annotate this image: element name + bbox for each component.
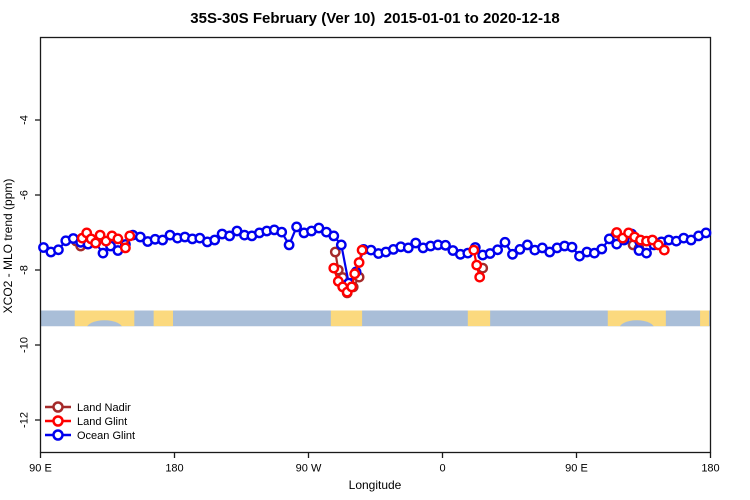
coast-notch — [619, 320, 654, 327]
y-tick-label: -6 — [19, 190, 31, 200]
data-point — [641, 247, 652, 259]
legend-label: Land Nadir — [77, 402, 131, 414]
data-point — [328, 262, 340, 274]
data-point — [112, 233, 124, 245]
data-point — [492, 244, 503, 256]
land-patch — [700, 310, 710, 327]
land-patch — [153, 310, 174, 327]
x-tick-label: 180 — [701, 463, 719, 475]
land-patch — [467, 310, 491, 327]
data-point — [402, 242, 414, 254]
legend-label: Land Glint — [77, 416, 127, 428]
legend: Land Nadir Land Glint Ocean Glint — [45, 401, 135, 442]
legend-item-land-nadir: Land Nadir — [45, 401, 131, 414]
data-point — [335, 239, 347, 251]
land-ocean-band — [40, 310, 711, 327]
x-tick-label: 90 E — [29, 463, 52, 475]
data-point — [291, 221, 302, 233]
y-tick-label: -8 — [19, 265, 31, 275]
data-point — [120, 242, 131, 254]
series-ocean-glint — [38, 221, 712, 289]
x-tick-label: 90 E — [565, 463, 588, 475]
plot-frame — [39, 36, 712, 454]
data-point — [658, 244, 670, 256]
data-point — [356, 244, 368, 256]
data-point — [283, 239, 295, 251]
legend-label: Ocean Glint — [77, 430, 135, 442]
data-point — [349, 268, 361, 280]
data-point — [157, 234, 169, 246]
data-point — [440, 239, 451, 251]
data-point — [596, 243, 608, 255]
series-land-glint — [76, 227, 670, 298]
data-point — [346, 281, 358, 293]
data-point — [124, 230, 136, 242]
data-point — [468, 244, 480, 256]
data-series — [38, 221, 712, 299]
data-point — [134, 231, 146, 243]
data-point — [700, 227, 712, 239]
data-point — [522, 239, 533, 251]
data-point — [603, 233, 615, 245]
legend-marker — [52, 429, 64, 441]
x-axis-label: Longitude — [349, 478, 402, 492]
data-point — [471, 259, 483, 271]
data-point — [276, 226, 288, 238]
y-tick-label: -12 — [19, 412, 31, 428]
data-point — [507, 248, 518, 260]
data-point — [329, 246, 341, 258]
legend-item-ocean-glint: Ocean Glint — [45, 429, 135, 442]
x-tick-label: 90 W — [296, 463, 322, 475]
chart-title: 35S-30S February (Ver 10) 2015-01-01 to … — [190, 10, 559, 27]
data-point — [410, 237, 422, 249]
y-tick-label: -10 — [19, 337, 31, 353]
data-point — [209, 234, 221, 246]
data-point — [474, 271, 486, 283]
data-point — [353, 257, 365, 268]
data-point — [90, 237, 102, 249]
data-point — [566, 241, 578, 253]
data-point — [328, 230, 340, 242]
ocean-strip — [40, 310, 711, 327]
y-tick-label: -4 — [19, 115, 31, 125]
data-point — [499, 236, 511, 248]
data-point — [94, 229, 106, 241]
data-point — [97, 247, 109, 259]
coast-notch — [87, 320, 122, 327]
land-patch — [330, 310, 363, 327]
data-point — [224, 230, 236, 242]
x-tick-label: 0 — [439, 463, 445, 475]
legend-marker — [52, 415, 64, 427]
land-patch — [74, 310, 135, 327]
land-patch — [607, 310, 666, 327]
y-axis-label: XCO2 - MLO trend (ppm) — [1, 179, 15, 314]
legend-item-land-glint: Land Glint — [45, 415, 127, 428]
x-tick-label: 180 — [165, 463, 183, 475]
data-point — [514, 243, 526, 255]
data-point — [38, 242, 49, 253]
data-point — [53, 244, 64, 256]
legend-marker — [52, 401, 64, 413]
